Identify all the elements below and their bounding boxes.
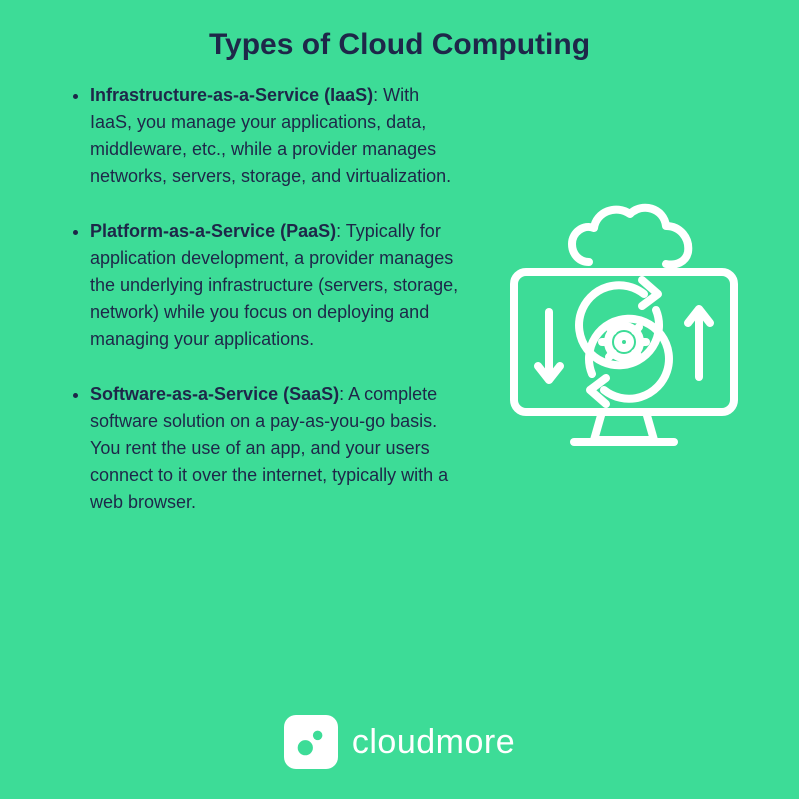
item-title: Software-as-a-Service (SaaS) <box>90 384 339 404</box>
list-item: Platform-as-a-Service (PaaS): Typically … <box>90 218 460 353</box>
illustration-column <box>489 72 759 462</box>
content-wrap: Infrastructure-as-a-Service (IaaS): With… <box>0 72 799 544</box>
page-title: Types of Cloud Computing <box>0 0 799 72</box>
list-item: Software-as-a-Service (SaaS): A complete… <box>90 381 460 516</box>
footer: cloudmore <box>0 715 799 769</box>
item-title: Platform-as-a-Service (PaaS) <box>90 221 336 241</box>
cloud-monitor-icon <box>494 202 754 462</box>
list-column: Infrastructure-as-a-Service (IaaS): With… <box>60 72 489 544</box>
service-list: Infrastructure-as-a-Service (IaaS): With… <box>60 82 479 516</box>
brand-name: cloudmore <box>352 723 515 762</box>
item-title: Infrastructure-as-a-Service (IaaS) <box>90 85 373 105</box>
brand-logo-icon <box>284 715 338 769</box>
list-item: Infrastructure-as-a-Service (IaaS): With… <box>90 82 460 190</box>
